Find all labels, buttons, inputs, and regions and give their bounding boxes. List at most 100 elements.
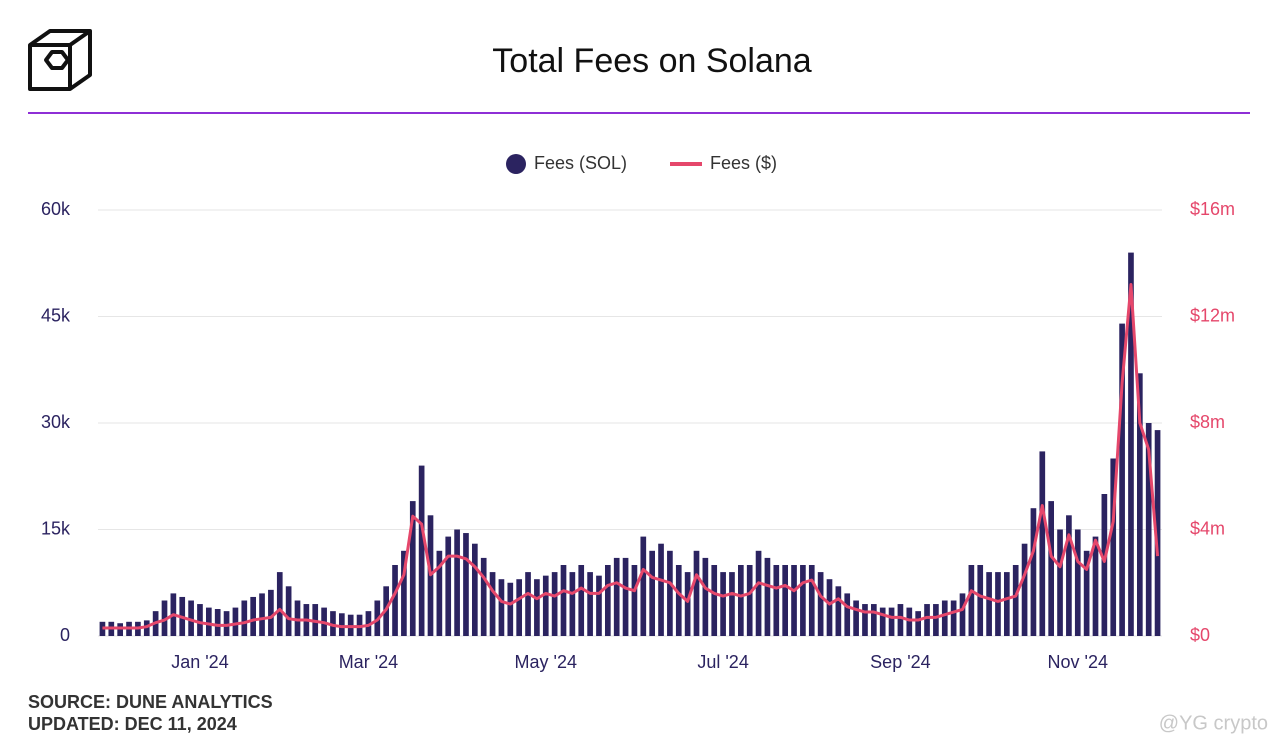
legend-label: Fees ($) [710, 153, 777, 173]
y-tick-label: 30k [41, 412, 71, 432]
bar [569, 572, 576, 636]
bar [463, 533, 469, 636]
bar [729, 572, 735, 636]
bar [214, 609, 221, 636]
bar [675, 565, 682, 636]
bar [862, 604, 868, 636]
y2-tick-label: $16m [1190, 199, 1235, 219]
bar [1101, 494, 1108, 636]
bar [250, 596, 257, 636]
bar [1066, 515, 1072, 636]
x-tick-label: Jan '24 [171, 652, 228, 672]
y-tick-label: 15k [41, 518, 71, 538]
bar [755, 550, 762, 636]
bar [409, 501, 416, 636]
y2-tick-label: $12m [1190, 305, 1235, 325]
bar [764, 557, 771, 636]
bar [791, 565, 797, 636]
bar [658, 543, 664, 636]
bar [1119, 323, 1125, 636]
bar [1145, 423, 1152, 636]
legend-label: Fees (SOL) [534, 153, 627, 173]
bar [968, 565, 975, 636]
bar [330, 611, 336, 636]
bar [693, 550, 700, 636]
bar [631, 565, 638, 636]
bar [986, 572, 992, 636]
bar [613, 557, 620, 636]
logo [28, 29, 92, 91]
bar [879, 607, 886, 636]
bar [915, 611, 922, 636]
bar [454, 529, 460, 636]
bar [1074, 529, 1081, 636]
bar [906, 607, 913, 636]
bar [977, 565, 984, 636]
bar [853, 600, 859, 636]
bar [1092, 536, 1099, 636]
bar [489, 572, 496, 636]
x-tick-label: Nov '24 [1048, 652, 1108, 672]
bar [1012, 565, 1019, 636]
bar [480, 557, 487, 636]
bar [542, 575, 549, 636]
bar [232, 607, 239, 636]
x-tick-label: Jul '24 [697, 652, 748, 672]
bar [844, 593, 851, 636]
bar [897, 604, 904, 636]
bar [888, 607, 895, 636]
bar [995, 572, 1001, 636]
bar [1048, 501, 1055, 636]
x-tick-label: Mar '24 [339, 652, 398, 672]
bar [1136, 373, 1143, 636]
bar [1110, 458, 1117, 636]
line [102, 283, 1160, 630]
bar [259, 593, 265, 636]
bar [622, 557, 629, 636]
bar [933, 604, 939, 636]
bar [808, 565, 815, 636]
bar [498, 579, 505, 636]
bar [560, 565, 567, 636]
bar [205, 607, 212, 636]
bar [826, 579, 833, 636]
bar [436, 550, 443, 636]
x-tick-label: Sep '24 [870, 652, 931, 672]
bar [276, 572, 283, 636]
bar [737, 565, 744, 636]
bar [507, 582, 514, 636]
updated-note: UPDATED: DEC 11, 2024 [28, 714, 237, 734]
bar [959, 593, 966, 636]
chart-title: Total Fees on Solana [492, 42, 812, 80]
bar [418, 465, 425, 636]
bar [578, 565, 585, 636]
x-tick-label: May '24 [515, 652, 577, 672]
bar [534, 579, 540, 636]
bar [241, 600, 248, 636]
bar [551, 572, 558, 636]
bar [294, 600, 301, 636]
bar [1021, 543, 1028, 636]
bar [649, 550, 656, 636]
bar [711, 565, 718, 636]
bar [161, 600, 168, 636]
y-tick-label: 45k [41, 305, 71, 325]
bar [188, 600, 194, 636]
bar [197, 604, 203, 636]
y2-tick-label: $0 [1190, 625, 1210, 645]
bar [525, 572, 531, 636]
bar [445, 536, 452, 636]
bar [365, 611, 372, 636]
legend-marker [506, 154, 526, 174]
bar [684, 572, 691, 636]
bar [338, 613, 345, 636]
y-tick-label: 60k [41, 199, 71, 219]
bar [782, 565, 789, 636]
bar [604, 565, 611, 636]
bar [1057, 529, 1063, 636]
y-tick-label: 0 [60, 625, 70, 645]
bar [773, 565, 780, 636]
bar [1003, 572, 1010, 636]
bar [870, 604, 877, 636]
